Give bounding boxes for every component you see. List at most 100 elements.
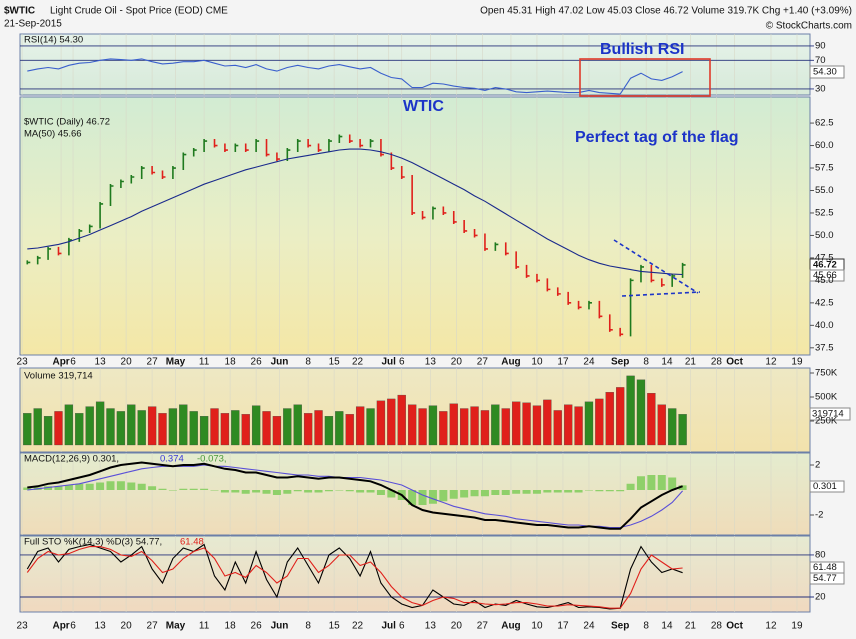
price-bar <box>660 278 665 287</box>
panel-label: Full STO %K(14,3) %D(3) 54.77, <box>24 537 162 548</box>
y-tick-label: 52.5 <box>815 207 834 218</box>
x-tick-label: 14 <box>661 621 673 632</box>
x-tick-label: 27 <box>147 621 159 632</box>
x-tick-label: 22 <box>352 357 364 368</box>
histogram-bar <box>668 477 677 490</box>
price-bar <box>380 139 384 157</box>
volume-bar <box>106 408 115 446</box>
x-tick-label: Aug <box>501 357 520 368</box>
histogram-bar <box>189 488 198 490</box>
volume-bar <box>397 394 406 446</box>
volume-bar <box>54 411 63 446</box>
x-tick-label: 8 <box>643 357 649 368</box>
y-tick-label: 37.5 <box>815 342 834 353</box>
volume-bar <box>376 400 386 446</box>
legend-entry: 0.374 <box>160 454 184 465</box>
volume-bar <box>366 408 375 446</box>
histogram-bar <box>158 488 167 490</box>
histogram-bar <box>678 485 687 490</box>
volume-bar <box>324 416 334 446</box>
histogram-bar <box>408 490 417 505</box>
histogram-bar <box>116 481 125 490</box>
line-series <box>27 464 684 529</box>
histogram-bar <box>137 483 146 490</box>
price-bar <box>317 143 322 153</box>
price-bar <box>556 287 561 296</box>
volume-bar <box>636 379 646 446</box>
y-tick-label: 45.0 <box>815 275 834 286</box>
y-tick-label: 62.5 <box>815 118 834 129</box>
histogram-bar <box>636 476 645 490</box>
x-tick-label: 19 <box>791 357 803 368</box>
last-value-label: 45.66 <box>813 270 837 281</box>
histogram-bar <box>564 490 573 493</box>
price-bar <box>192 148 197 157</box>
price-bar <box>432 206 436 220</box>
price-bar <box>473 228 478 238</box>
x-tick-label: 27 <box>147 357 159 368</box>
price-bar <box>182 152 187 171</box>
volume-bar <box>283 408 292 446</box>
price-bar <box>515 251 520 269</box>
x-tick-label: 27 <box>477 357 489 368</box>
histogram-bar <box>470 490 479 497</box>
volume-bar <box>616 387 625 446</box>
x-tick-label: May <box>166 621 186 632</box>
histogram-bar <box>252 490 261 493</box>
x-tick-label: Oct <box>726 357 743 368</box>
y-tick-label: -2 <box>815 510 823 521</box>
price-bar <box>525 264 530 278</box>
histogram-bar <box>522 490 531 494</box>
price-bar <box>671 273 676 287</box>
credit: © StockCharts.com <box>766 21 852 32</box>
last-value-box <box>809 269 845 282</box>
price-bar <box>213 139 218 148</box>
histogram-bar <box>179 488 188 490</box>
price-bar <box>411 175 416 215</box>
last-value-box <box>809 407 851 421</box>
highlight-box <box>579 58 711 97</box>
x-tick-label: 13 <box>425 621 437 632</box>
price-bar <box>307 139 312 148</box>
price-bar <box>151 166 156 175</box>
price-bar <box>463 219 468 233</box>
y-tick-label: 40.0 <box>815 320 834 331</box>
panel-label: $WTIC (Daily) 46.72 <box>24 117 110 128</box>
histogram-bar <box>127 482 136 490</box>
price-bar <box>619 327 624 337</box>
volume-bar <box>293 404 302 446</box>
volume-bar <box>574 406 583 446</box>
histogram-bar <box>366 490 375 493</box>
price-bar <box>140 166 145 180</box>
price-bar <box>68 237 72 256</box>
x-tick-label: 23 <box>17 621 29 632</box>
panel-label: Volume 319,714 <box>24 371 93 382</box>
histogram-bar <box>44 486 53 490</box>
volume-bar <box>168 408 178 446</box>
volume-bar <box>449 403 458 446</box>
y-tick-label: 250K <box>815 416 838 427</box>
x-tick-label: 21 <box>685 357 697 368</box>
histogram-bar <box>272 490 281 495</box>
histogram-bar <box>335 490 344 491</box>
volume-bar <box>314 410 323 446</box>
price-bar <box>109 183 114 206</box>
histogram-bar <box>241 490 250 494</box>
volume-bar <box>595 398 604 446</box>
price-bar <box>78 228 83 242</box>
x-tick-label: 12 <box>765 621 777 632</box>
histogram-bar <box>356 490 365 493</box>
price-bar <box>546 278 551 292</box>
volume-bar <box>418 408 427 446</box>
price-bar <box>608 314 613 332</box>
histogram-bar <box>85 483 94 490</box>
x-tick-label: 8 <box>643 621 649 632</box>
annotation: Bullish RSI <box>600 41 684 58</box>
volume-bar <box>43 416 53 446</box>
x-tick-label: 18 <box>225 357 237 368</box>
y-tick-label: 750K <box>815 368 838 379</box>
y-tick-label: 20 <box>815 592 826 603</box>
legend-entry: MA(50) 45.66 <box>24 129 82 140</box>
histogram-bar <box>460 490 469 498</box>
price-bar <box>400 166 405 180</box>
